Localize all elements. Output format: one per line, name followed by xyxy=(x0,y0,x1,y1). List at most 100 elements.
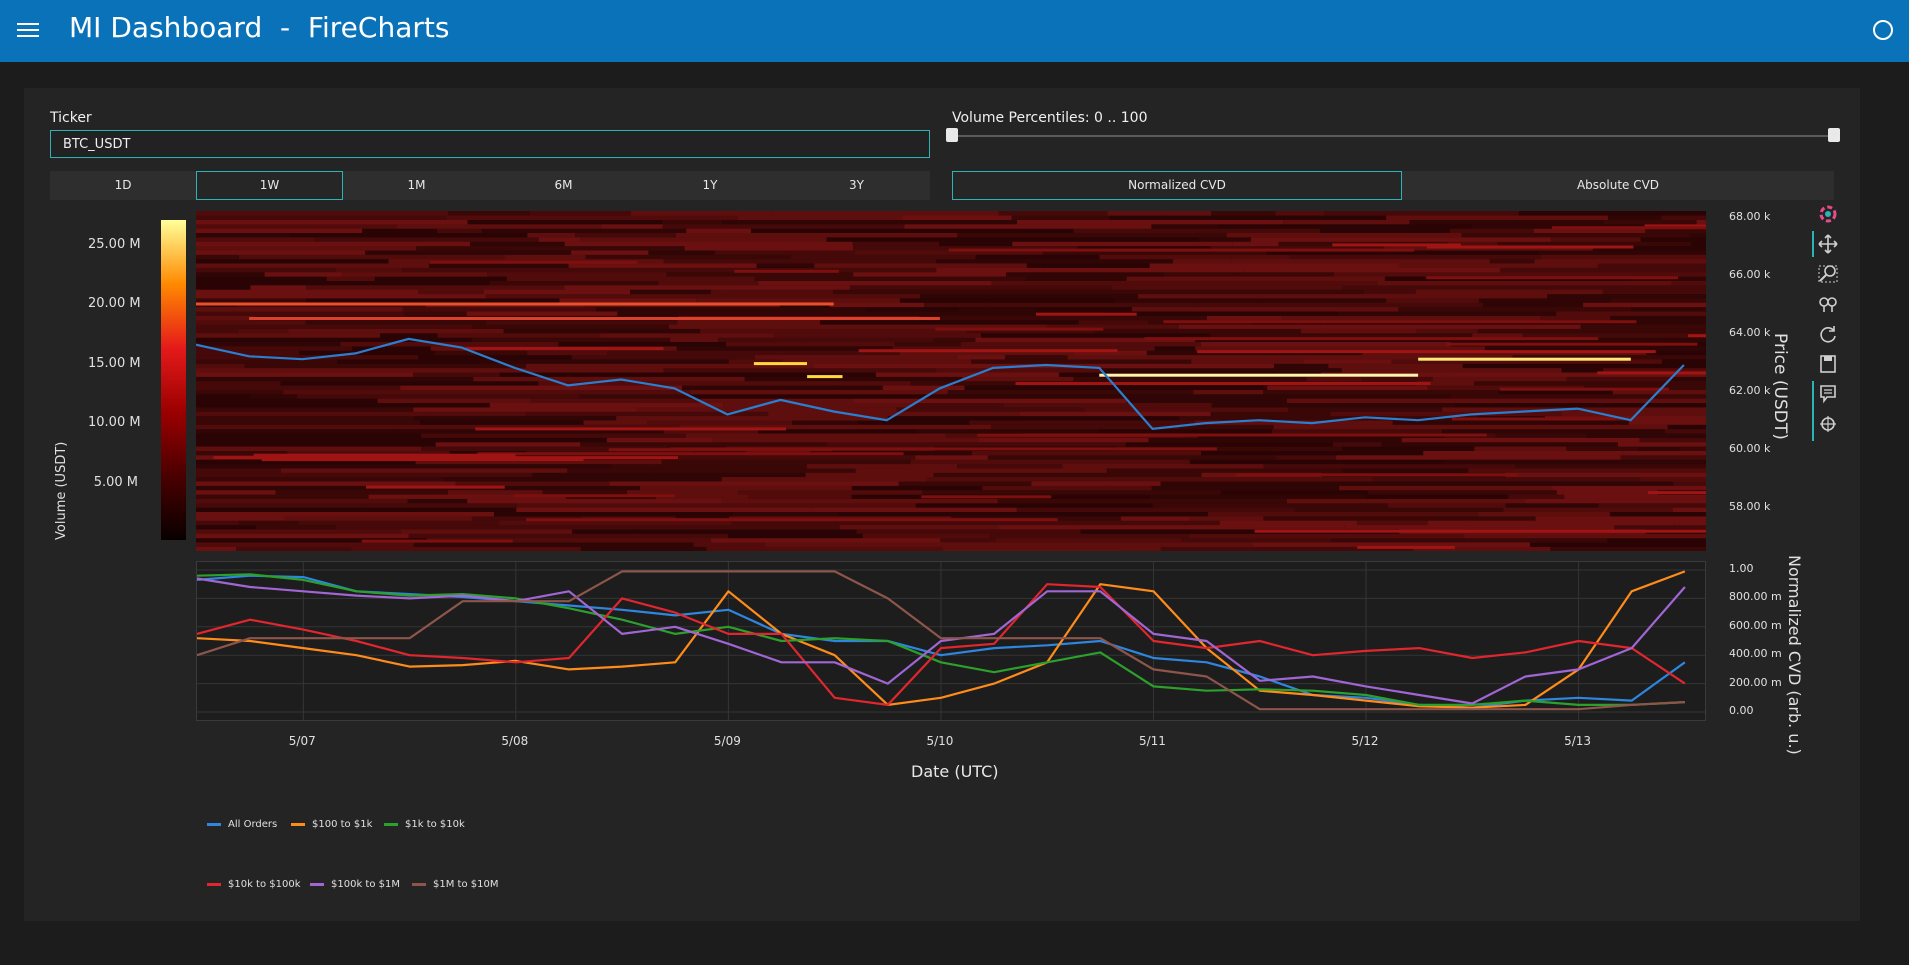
heatmap-cell xyxy=(1160,481,1385,486)
heatmap-cell xyxy=(377,398,530,403)
price-tick: 66.00 k xyxy=(1729,267,1771,281)
heatmap-cell xyxy=(1432,376,1567,382)
absolute-cvd-button[interactable]: Absolute CVD xyxy=(1576,178,1660,192)
heatmap-cell xyxy=(1686,372,1706,377)
volume-percentiles-slider[interactable] xyxy=(952,135,1834,137)
heatmap-cell xyxy=(1673,481,1706,486)
heatmap-cell xyxy=(792,420,859,425)
legend-item-100-1k[interactable]: $100 to $1k xyxy=(291,819,372,830)
heatmap-cell xyxy=(1474,446,1567,451)
heatmap-high-volume-band xyxy=(196,302,834,306)
status-circle-icon[interactable] xyxy=(1873,20,1893,40)
heatmap-cell xyxy=(989,533,1189,539)
heatmap-high-volume-band xyxy=(1418,357,1631,361)
heatmap-cell xyxy=(1687,334,1706,338)
cvd-line-chart[interactable] xyxy=(196,561,1706,721)
heatmap-cell xyxy=(305,320,486,325)
heatmap-cell xyxy=(1073,228,1321,233)
heatmap-cell xyxy=(921,495,1052,499)
colorbar-tick: 15.00 M xyxy=(88,356,141,371)
heatmap-cell xyxy=(413,407,637,412)
heatmap-cell xyxy=(1303,359,1392,364)
heatmap-cell xyxy=(1226,232,1462,238)
ticker-input[interactable] xyxy=(50,130,930,158)
heatmap-cell xyxy=(655,494,749,499)
price-heatmap-chart[interactable] xyxy=(196,211,1706,551)
zoom-icon[interactable] xyxy=(1815,293,1841,315)
heatmap-cell xyxy=(1047,324,1179,329)
heatmap-cell xyxy=(1479,298,1611,303)
heatmap-cell xyxy=(1012,241,1233,247)
heatmap-cell xyxy=(1664,428,1706,434)
save-icon[interactable] xyxy=(1815,353,1841,375)
legend-item-all-orders[interactable]: All Orders xyxy=(207,819,277,830)
heatmap-cell xyxy=(1261,293,1547,299)
legend-item-100k-1m[interactable]: $100k to $1M xyxy=(310,879,400,890)
menu-icon[interactable] xyxy=(17,20,39,40)
heatmap-cell xyxy=(487,272,667,277)
slider-handle-min[interactable] xyxy=(946,128,958,142)
hover-compare-icon[interactable] xyxy=(1815,383,1841,405)
heatmap-cell xyxy=(338,472,532,478)
heatmap-cell xyxy=(1530,542,1667,547)
volume-percentiles-label: Volume Percentiles: 0 .. 100 xyxy=(952,110,1148,126)
heatmap-cell xyxy=(1078,320,1149,325)
heatmap-cell xyxy=(1387,503,1506,508)
plotly-logo-icon[interactable] xyxy=(1815,203,1841,225)
heatmap-cell xyxy=(196,407,414,412)
heatmap-cell xyxy=(1515,463,1706,469)
timeframe-1m-button[interactable]: 1M xyxy=(407,178,426,192)
crosshair-icon[interactable] xyxy=(1815,413,1841,435)
box-zoom-icon[interactable] xyxy=(1815,263,1841,285)
heatmap-cell xyxy=(1426,245,1634,249)
pan-icon[interactable] xyxy=(1815,233,1841,255)
reset-icon[interactable] xyxy=(1815,323,1841,345)
timeframe-1d-button[interactable]: 1D xyxy=(114,178,132,192)
heatmap-cell xyxy=(1447,241,1498,247)
heatmap-cell xyxy=(1189,516,1264,521)
heatmap-cell xyxy=(1151,485,1340,491)
normalized-cvd-button[interactable]: Normalized CVD xyxy=(952,171,1402,200)
heatmap-cell xyxy=(404,311,467,316)
heatmap-cell xyxy=(1401,437,1640,443)
slider-handle-max[interactable] xyxy=(1828,128,1840,142)
heatmap-cell xyxy=(990,424,1180,430)
heatmap-cell xyxy=(991,280,1129,286)
heatmap-cell xyxy=(1423,450,1623,456)
heatmap-cell xyxy=(1276,455,1337,460)
heatmap-cell xyxy=(639,485,852,491)
timeframe-3y-button[interactable]: 3Y xyxy=(849,178,864,192)
heatmap-cell xyxy=(1107,237,1199,242)
heatmap-cell xyxy=(413,542,694,547)
heatmap-cell xyxy=(340,341,475,347)
heatmap-cell xyxy=(1159,402,1212,408)
heatmap-cell xyxy=(236,546,352,551)
heatmap-cell xyxy=(1285,446,1343,451)
legend-item-1m-10m[interactable]: $1M to $10M xyxy=(412,879,498,890)
heatmap-cell xyxy=(477,452,904,456)
heatmap-cell xyxy=(853,272,1007,277)
heatmap-cell xyxy=(424,507,517,512)
heatmap-cell xyxy=(987,455,1277,460)
heatmap-cell xyxy=(1522,333,1706,338)
timeframe-6m-button[interactable]: 6M xyxy=(554,178,573,192)
heatmap-cell xyxy=(592,219,663,225)
price-tick: 68.00 k xyxy=(1729,209,1771,223)
heatmap-cell xyxy=(969,420,1041,425)
legend-swatch xyxy=(291,822,305,826)
heatmap-cell xyxy=(1580,324,1706,329)
heatmap-cell xyxy=(608,337,671,342)
heatmap-cell xyxy=(580,546,707,551)
heatmap-cell xyxy=(1696,219,1706,225)
legend-item-1k-10k[interactable]: $1k to $10k xyxy=(384,819,465,830)
heatmap-cell xyxy=(1234,376,1307,382)
heatmap-cell xyxy=(261,458,584,462)
heatmap-cell xyxy=(853,398,1127,403)
timeframe-1w-button[interactable]: 1W xyxy=(196,171,343,200)
timeframe-1y-button[interactable]: 1Y xyxy=(702,178,718,192)
heatmap-cell xyxy=(283,389,579,395)
date-tick: 5/10 xyxy=(926,734,954,748)
heatmap-cell xyxy=(790,254,976,260)
legend-item-10k-100k[interactable]: $10k to $100k xyxy=(207,879,301,890)
heatmap-cell xyxy=(527,232,575,238)
